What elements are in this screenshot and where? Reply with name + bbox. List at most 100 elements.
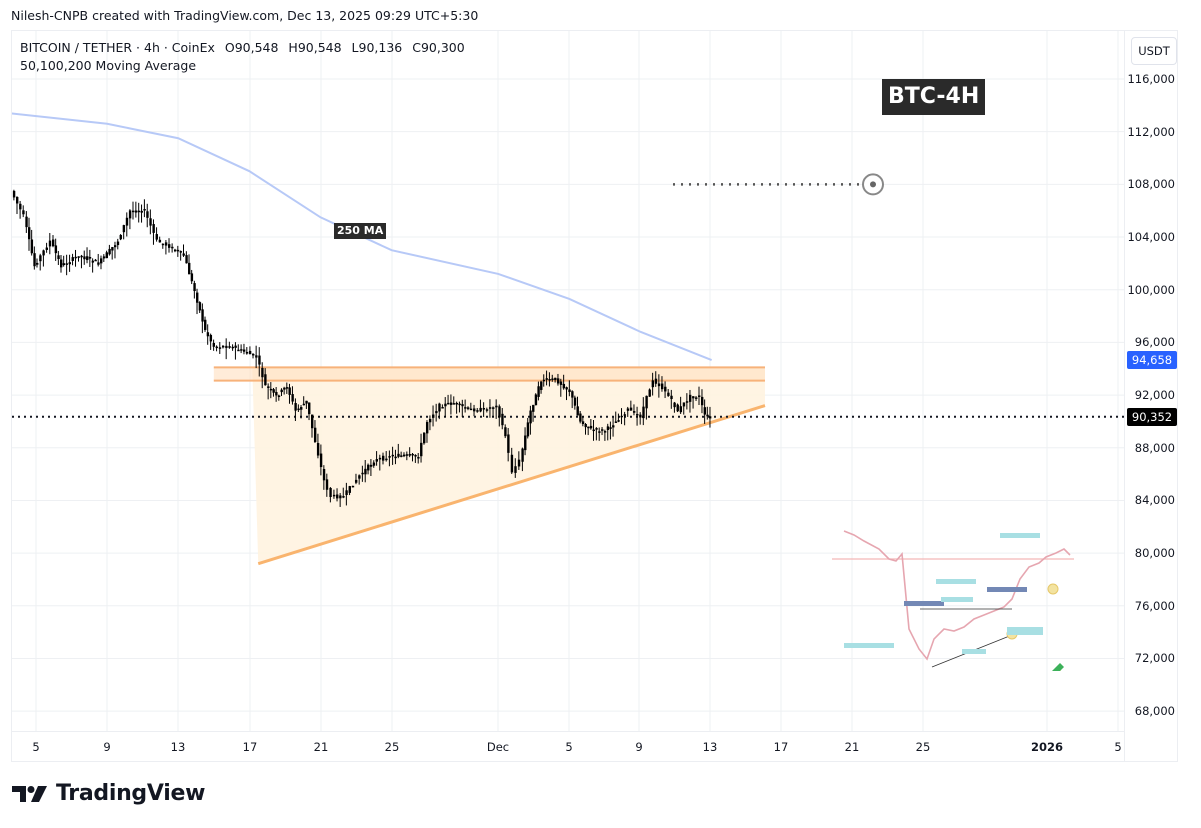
candle-body <box>71 257 74 261</box>
candle-body <box>68 262 71 265</box>
candle-body <box>351 485 355 488</box>
candle-body <box>291 394 294 402</box>
candle-body <box>364 468 367 475</box>
candle-body <box>378 457 382 460</box>
candle-body <box>367 464 370 471</box>
candle-body <box>97 262 100 265</box>
price-tick-label: 112,000 <box>1127 124 1175 139</box>
candle-body <box>137 210 141 213</box>
candle-body <box>617 420 620 422</box>
candle-body <box>524 435 527 451</box>
time-tick-label: 17 <box>242 740 258 754</box>
candle-body <box>375 459 378 462</box>
candle-body <box>417 457 420 459</box>
candle-body <box>614 421 618 423</box>
price-chart[interactable] <box>12 31 1124 731</box>
candle-body <box>402 454 406 457</box>
candle-body <box>149 218 152 226</box>
candle-body <box>52 239 55 247</box>
ma-250-label[interactable]: 250 MA <box>334 223 387 239</box>
candle-body <box>576 406 579 416</box>
resistance-zone[interactable] <box>213 367 765 381</box>
candle-body <box>125 217 129 226</box>
candle-body <box>526 422 530 437</box>
candle-body <box>626 408 630 411</box>
candle-body <box>361 472 364 475</box>
candle-body <box>685 401 689 403</box>
candle-body <box>648 389 651 397</box>
candle-body <box>237 349 240 352</box>
candle-body <box>425 422 429 434</box>
triangle-pattern-fill <box>252 367 765 564</box>
candle-body <box>391 454 394 457</box>
btc-4h-title-tag[interactable]: BTC-4H <box>882 79 986 115</box>
ohlc-low: L90,136 <box>351 40 403 55</box>
time-tick-label: 21 <box>844 740 860 754</box>
candle-body <box>642 406 645 419</box>
time-axis[interactable]: 5 9 13 17 21 25 Dec 5 9 13 17 21 25 2026 5 <box>12 731 1124 762</box>
candle-body <box>629 407 633 411</box>
time-tick-label: 25 <box>384 740 400 754</box>
candle-body <box>411 453 414 456</box>
candle-body <box>548 379 551 381</box>
symbol-name[interactable]: BITCOIN / TETHER · 4h · CoinEx <box>20 40 215 55</box>
candle-body <box>255 355 258 358</box>
candle-body <box>435 411 438 414</box>
tradingview-logo[interactable]: TradingView <box>12 781 205 806</box>
candle-body <box>452 403 456 405</box>
candle-body <box>420 442 423 457</box>
candle-body <box>45 247 49 250</box>
candle-body <box>182 253 185 256</box>
currency-button[interactable]: USDT <box>1131 37 1177 65</box>
candle-body <box>449 402 453 405</box>
candle-body <box>319 453 323 468</box>
candle-body <box>39 255 42 262</box>
price-tick-label: 88,000 <box>1134 440 1175 455</box>
candle-body <box>111 247 114 251</box>
candle-body <box>60 259 63 268</box>
candle-body <box>27 227 31 240</box>
candle-body <box>119 234 122 240</box>
candle-body <box>532 405 535 412</box>
indicator-label[interactable]: 50,100,200 Moving Average <box>20 58 197 73</box>
candle-body <box>132 210 135 213</box>
candle-body <box>510 454 514 473</box>
candle-body <box>676 404 679 412</box>
time-tick-label: 25 <box>915 740 931 754</box>
candle-body <box>143 209 146 211</box>
price-tick-label: 84,000 <box>1134 493 1175 508</box>
candle-body <box>116 241 120 246</box>
candle-body <box>589 425 593 429</box>
time-tick-label: 13 <box>170 740 186 754</box>
candle-body <box>507 434 510 453</box>
candle-body <box>308 402 311 415</box>
price-tick-label: 72,000 <box>1134 651 1175 666</box>
candle-body <box>228 346 231 348</box>
candle-body <box>584 423 587 428</box>
candle-body <box>545 378 548 380</box>
price-tick-label: 108,000 <box>1127 177 1175 192</box>
candle-body <box>280 389 283 393</box>
price-tick-label: 92,000 <box>1134 388 1175 403</box>
plot-area[interactable] <box>12 31 1124 731</box>
candle-body <box>342 496 345 498</box>
target-dot-icon <box>870 181 876 188</box>
price-axis[interactable]: USDT 116,000 112,000 108,000 104,000 100,000… <box>1124 31 1179 761</box>
candle-body <box>394 456 397 459</box>
candle-body <box>534 394 538 406</box>
candle-body <box>703 407 707 415</box>
candle-body <box>100 258 103 264</box>
candle-body <box>639 414 642 418</box>
candle-body <box>158 239 162 243</box>
candle-body <box>155 234 158 240</box>
candle-body <box>517 459 521 467</box>
candle-body <box>537 386 540 397</box>
candle-body <box>492 407 495 409</box>
ascending-trendline[interactable] <box>257 404 766 566</box>
candle-body <box>385 458 388 461</box>
candle-body <box>408 454 412 456</box>
candle-body <box>212 342 216 347</box>
candle-body <box>670 395 673 400</box>
candle-body <box>603 431 607 433</box>
candle-body <box>476 410 479 412</box>
